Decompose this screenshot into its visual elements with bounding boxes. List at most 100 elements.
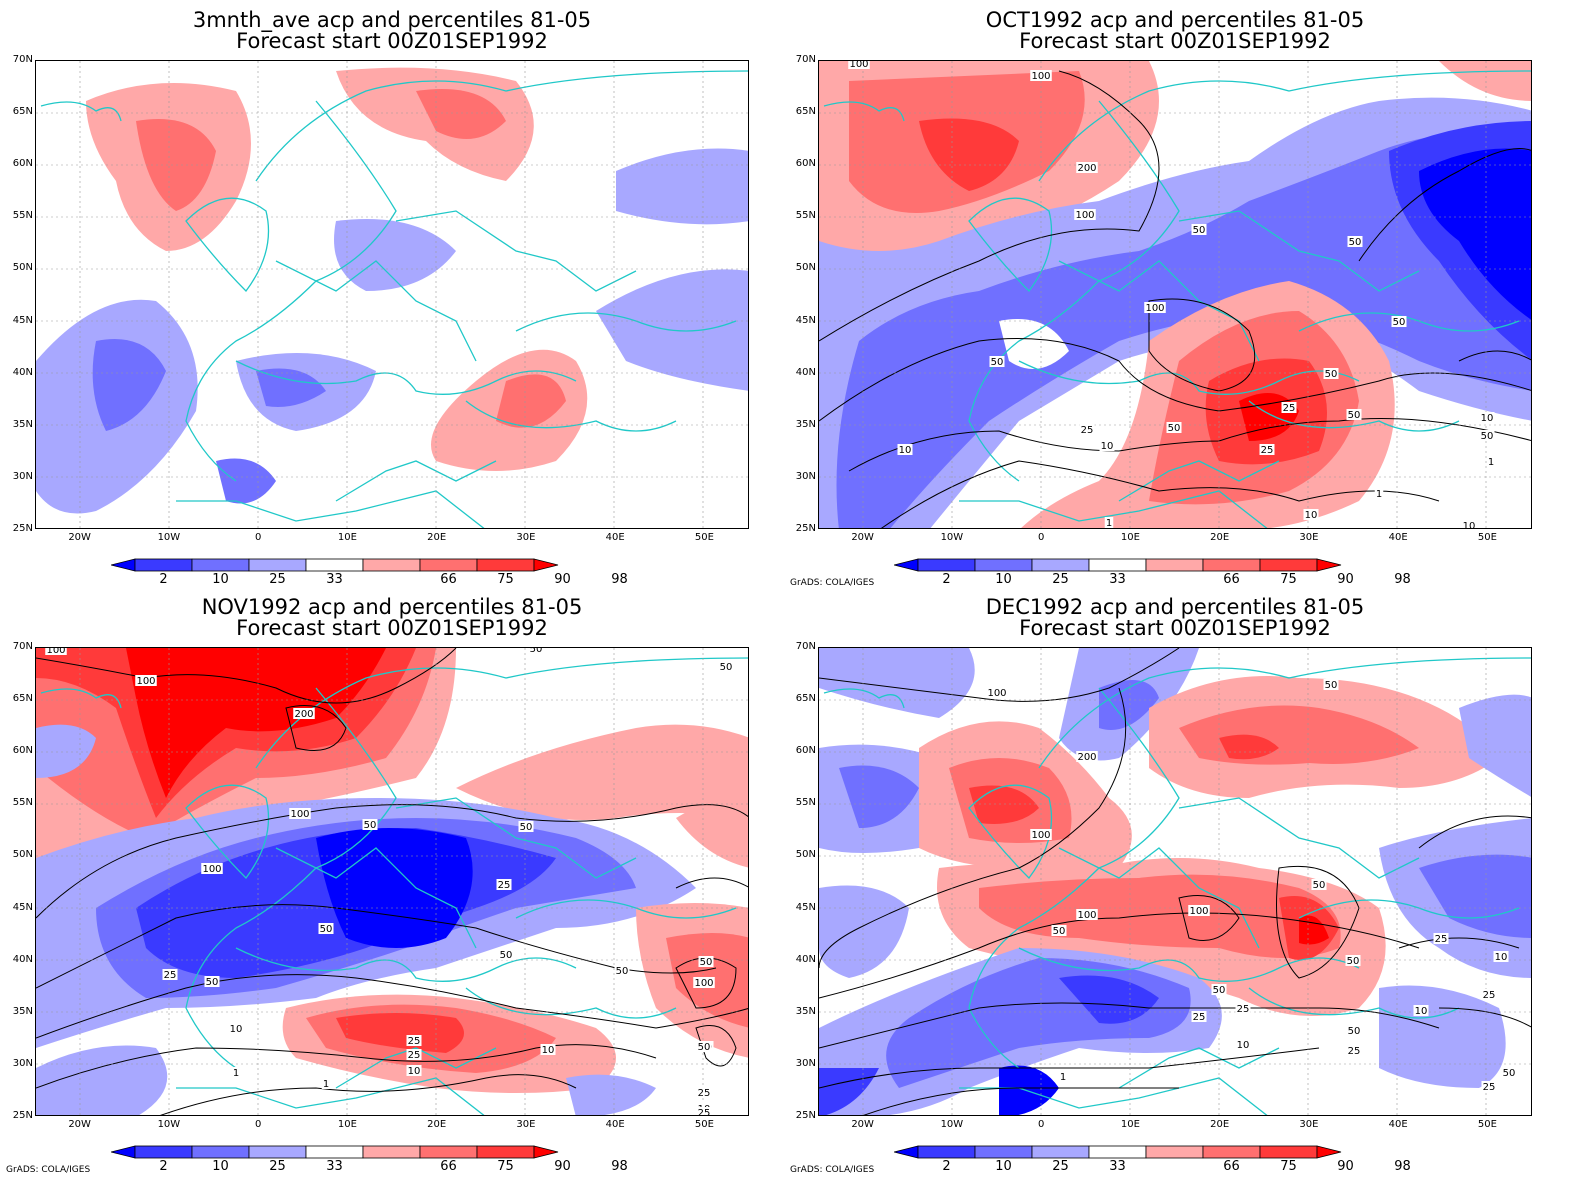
- contour-label: 25: [1435, 934, 1448, 945]
- contour-label: 10: [1415, 1006, 1428, 1017]
- colorbar: [894, 558, 1342, 572]
- colorbar-segment: [917, 558, 976, 572]
- colorbar-label: 2: [942, 1159, 951, 1174]
- contour-label: 1: [233, 1068, 239, 1079]
- colorbar-segment: [1088, 1145, 1147, 1159]
- lon-tick-label: 20W: [68, 532, 91, 543]
- colorbar-segment: [974, 1145, 1033, 1159]
- contour-label: 50: [991, 357, 1004, 368]
- contour-label: 50: [1503, 1068, 1516, 1079]
- colorbar-label: 90: [1337, 1159, 1354, 1174]
- lon-tick-label: 30E: [1299, 532, 1319, 543]
- contour-label: 100: [1145, 303, 1164, 314]
- colorbar-label: 25: [269, 1159, 286, 1174]
- lon-tick-label: 10W: [157, 532, 181, 543]
- colorbar: [111, 558, 559, 572]
- contour-label: 10: [1305, 510, 1318, 521]
- lat-tick-label: 50N: [12, 262, 33, 274]
- colorbar-label: 33: [326, 1159, 343, 1174]
- lat-tick-label: 60N: [795, 158, 816, 170]
- contour-label: 50: [700, 957, 713, 968]
- colorbar-label: 2: [159, 572, 168, 587]
- colorbar-segment: [917, 1145, 976, 1159]
- colorbar-label: 75: [497, 1159, 514, 1174]
- panel-title-line1: 3mnth_ave acp and percentiles 81-05: [192, 8, 592, 32]
- colorbar-label: 75: [1280, 572, 1297, 587]
- colorbar-label: 33: [326, 572, 343, 587]
- colorbar-segment: [419, 558, 478, 572]
- colorbar-segment: [419, 1145, 478, 1159]
- lat-tick-label: 55N: [795, 797, 816, 809]
- colorbar-arrow-left: [894, 558, 919, 572]
- lat-tick-label: 35N: [12, 418, 33, 430]
- panel-title-line2: Forecast start 00Z01SEP1992: [236, 29, 548, 53]
- lon-tick-label: 20E: [1210, 532, 1230, 543]
- colorbar-segment: [1145, 558, 1204, 572]
- lon-tick-label: 0: [1037, 532, 1045, 543]
- contour-label: 10: [1463, 521, 1476, 529]
- contour-label: 50: [720, 662, 733, 673]
- contour-label: 25: [1483, 1082, 1496, 1093]
- lat-tick-label: 45N: [795, 314, 816, 326]
- contour-label: 50: [1481, 431, 1494, 442]
- contour-labels: 100 100 200 50 50 100 50 100 50 25 50 25 50 50 50 50 100…: [45, 648, 734, 1116]
- lon-tick-label: 40E: [1388, 1119, 1408, 1130]
- contour-label: 10: [1495, 952, 1508, 963]
- colorbar-segment: [305, 1145, 364, 1159]
- contour-labels: 100 50 200 100 100 50 100 50 25 25 50 50 25 10 10 1 50 10…: [986, 679, 1517, 1093]
- lat-tick-label: 30N: [12, 470, 33, 482]
- lon-tick-label: 40E: [1388, 532, 1408, 543]
- lon-tick-label: 40E: [605, 1119, 625, 1130]
- map-nov: 100 100 200 50 50 100 50 100 50 25 50 25 50 50 50 50 100…: [35, 647, 749, 1116]
- colorbar-segment: [1088, 558, 1147, 572]
- colorbar-arrow-right: [1316, 558, 1342, 572]
- colorbar-label: 98: [1394, 1159, 1411, 1174]
- lat-tick-label: 45N: [12, 314, 33, 326]
- lon-tick-label: 30E: [1299, 1119, 1319, 1130]
- colorbar-label: 98: [1394, 572, 1411, 587]
- lat-tick-label: 40N: [12, 366, 33, 378]
- colorbar-segment: [191, 558, 250, 572]
- lat-tick-label: 65N: [12, 106, 33, 118]
- colorbar-segment: [476, 1145, 535, 1159]
- colorbar-label: 98: [611, 1159, 628, 1174]
- lon-tick-label: 10W: [157, 1119, 181, 1130]
- colorbar-segment: [362, 1145, 421, 1159]
- colorbar-label: 25: [1052, 1159, 1069, 1174]
- colorbar-segment: [476, 558, 535, 572]
- contour-label: 1: [1488, 457, 1494, 468]
- colorbar-label: 66: [1223, 1159, 1240, 1174]
- contour-label: 50: [500, 950, 513, 961]
- contour-label: 25: [1348, 1046, 1361, 1057]
- lon-tick-label: 20E: [1210, 1119, 1230, 1130]
- contour-label: 50: [1348, 1026, 1361, 1037]
- lat-tick-label: 60N: [795, 745, 816, 757]
- contour-label: 200: [1077, 752, 1096, 763]
- lon-tick-label: 20W: [851, 532, 874, 543]
- contour-label: 25: [698, 1088, 711, 1099]
- contour-labels: 100 100 200 100 50 50 100 50 50 50 50 25 50 10 25 10 50 2…: [848, 61, 1496, 529]
- colorbar-arrow-left: [111, 1145, 136, 1159]
- lat-tick-label: 25N: [12, 523, 33, 534]
- contour-label: 25: [698, 1108, 711, 1116]
- contour-label: 100: [202, 864, 221, 875]
- lat-tick-label: 45N: [12, 901, 33, 913]
- colorbar-segment: [248, 558, 307, 572]
- colorbar-label: 25: [269, 572, 286, 587]
- lon-tick-label: 10E: [1120, 1119, 1140, 1130]
- lon-tick-label: 20W: [68, 1119, 91, 1130]
- contour-label: 50: [1213, 985, 1226, 996]
- lat-tick-label: 30N: [795, 1057, 816, 1069]
- lat-tick-label: 50N: [795, 262, 816, 274]
- lat-tick-label: 55N: [12, 210, 33, 222]
- grads-credit: GrADS: COLA/IGES: [790, 578, 875, 588]
- panel-title-line2: Forecast start 00Z01SEP1992: [236, 616, 548, 640]
- contour-label: 50: [1325, 369, 1338, 380]
- colorbar-arrow-right: [533, 558, 559, 572]
- lat-tick-label: 70N: [795, 54, 816, 65]
- colorbar-label: 10: [212, 572, 229, 587]
- contour-label: 25: [1483, 990, 1496, 1001]
- lat-tick-label: 55N: [12, 797, 33, 809]
- lat-tick-label: 45N: [795, 901, 816, 913]
- lat-tick-label: 25N: [12, 1110, 33, 1121]
